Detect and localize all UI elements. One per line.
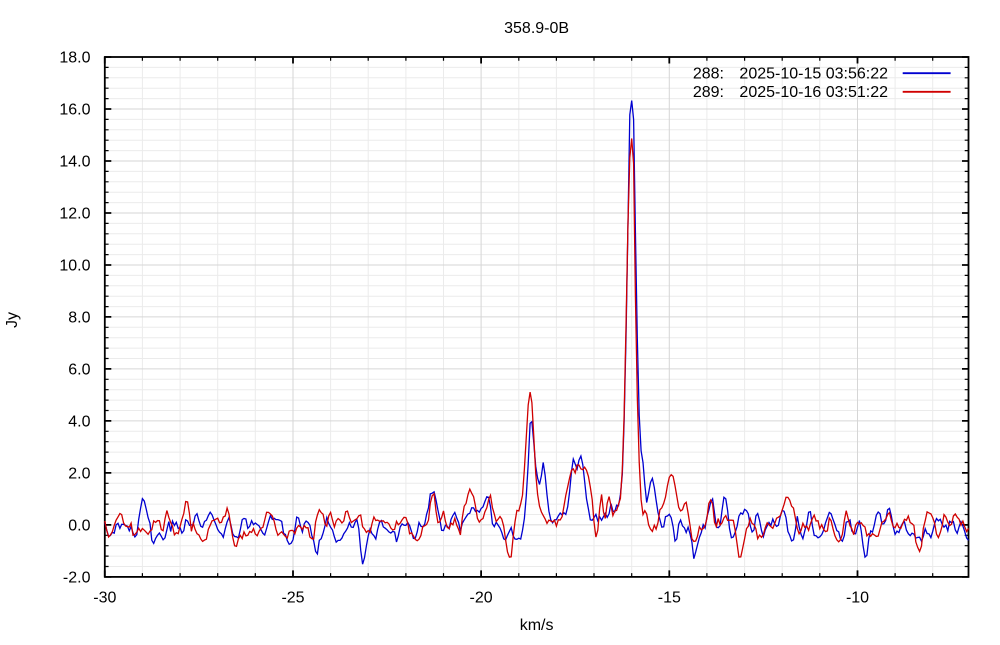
- svg-text:14.0: 14.0: [59, 154, 90, 171]
- svg-text:18.0: 18.0: [59, 50, 90, 67]
- svg-text:2025-10-15 03:56:22: 2025-10-15 03:56:22: [739, 66, 888, 83]
- svg-text:289:: 289:: [693, 84, 724, 101]
- svg-text:358.9-0B: 358.9-0B: [504, 20, 569, 37]
- svg-text:0.0: 0.0: [68, 518, 90, 535]
- svg-text:-15: -15: [658, 590, 681, 607]
- svg-text:6.0: 6.0: [68, 362, 90, 379]
- svg-text:-20: -20: [470, 590, 493, 607]
- svg-text:12.0: 12.0: [59, 206, 90, 223]
- svg-text:8.0: 8.0: [68, 310, 90, 327]
- svg-text:2025-10-16 03:51:22: 2025-10-16 03:51:22: [739, 84, 888, 101]
- svg-text:-10: -10: [846, 590, 869, 607]
- svg-text:288:: 288:: [693, 66, 724, 83]
- svg-text:-25: -25: [281, 590, 304, 607]
- svg-text:4.0: 4.0: [68, 414, 90, 431]
- svg-text:Jy: Jy: [4, 312, 21, 328]
- svg-text:16.0: 16.0: [59, 102, 90, 119]
- svg-text:-30: -30: [93, 590, 116, 607]
- svg-text:10.0: 10.0: [59, 258, 90, 275]
- svg-text:km/s: km/s: [520, 617, 554, 634]
- svg-text:-2.0: -2.0: [63, 570, 91, 587]
- svg-text:2.0: 2.0: [68, 466, 90, 483]
